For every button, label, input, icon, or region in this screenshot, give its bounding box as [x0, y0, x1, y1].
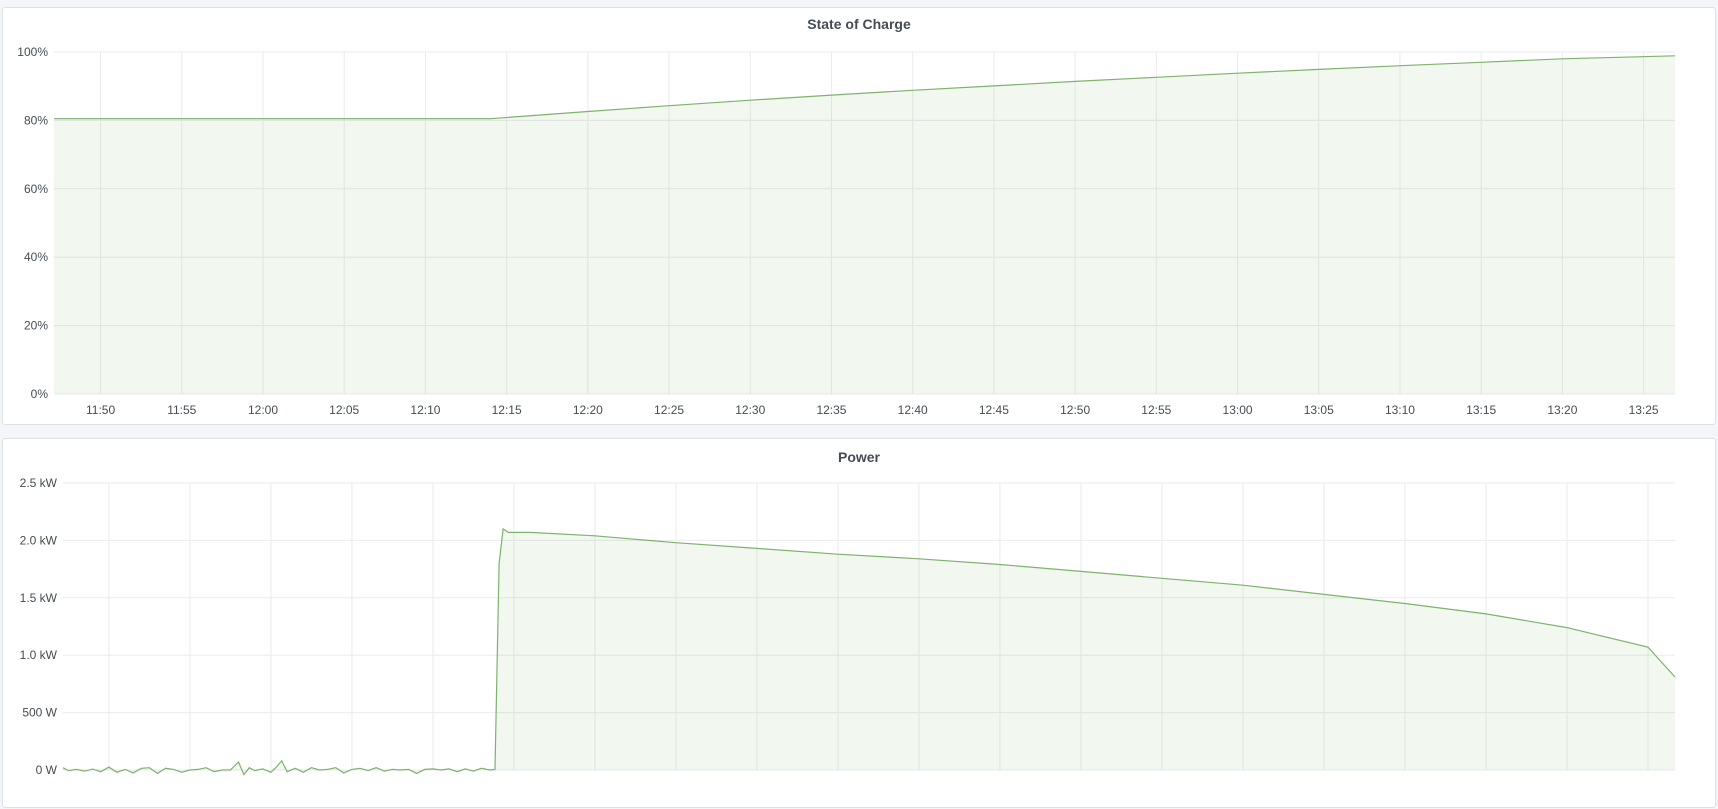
y-tick-label: 60% [24, 182, 48, 196]
x-tick-label: 12:00 [248, 403, 278, 417]
x-tick-label: 12:05 [329, 403, 359, 417]
x-tick-label: 13:25 [1629, 403, 1659, 417]
x-tick-label: 13:05 [1304, 403, 1334, 417]
x-tick-label: 12:45 [979, 403, 1009, 417]
series-line [62, 527, 1676, 776]
x-tick-label: 12:15 [492, 403, 522, 417]
y-tick-label: 1.0 kW [20, 648, 58, 662]
state-of-charge-chart[interactable]: 0% 20% 40% 60% 80% 100% 11:50 11:55 12:00 12:05 12… [3, 8, 1717, 426]
x-tick-label: 13:20 [1547, 403, 1577, 417]
state-of-charge-panel: State of Charge 0% 20% 40% 60% 80% 100% 11:50 1… [2, 7, 1716, 425]
y-tick-label: 40% [24, 250, 48, 264]
x-tick-label: 13:00 [1223, 403, 1253, 417]
y-tick-label: 1.5 kW [20, 591, 58, 605]
panel-title: Power [837, 449, 880, 465]
series-area [54, 55, 1675, 395]
power-chart[interactable]: 0 W 500 W 1.0 kW 1.5 kW 2.0 kW 2.5 kW [3, 439, 1717, 809]
x-tick-label: 13:15 [1466, 403, 1496, 417]
x-tick-label: 11:50 [86, 403, 115, 417]
power-panel: Power 0 W 500 W 1.0 kW 1.5 kW 2.0 kW 2.5 kW [2, 438, 1716, 808]
x-tick-label: 11:55 [167, 403, 196, 417]
x-tick-label: 12:30 [735, 403, 765, 417]
y-tick-label: 2.0 kW [20, 533, 58, 547]
x-tick-label: 12:55 [1141, 403, 1171, 417]
y-tick-label: 100% [17, 45, 48, 59]
y-tick-label: 0% [31, 387, 49, 401]
x-tick-label: 12:25 [654, 403, 684, 417]
x-tick-label: 13:10 [1385, 403, 1415, 417]
x-tick-label: 12:40 [898, 403, 928, 417]
x-tick-label: 12:35 [816, 403, 846, 417]
series-line [54, 55, 1676, 120]
x-tick-label: 12:50 [1060, 403, 1090, 417]
panel-title: State of Charge [807, 16, 911, 32]
y-tick-label: 500 W [22, 706, 57, 720]
x-tick-label: 12:10 [410, 403, 440, 417]
x-tick-label: 12:20 [573, 403, 603, 417]
y-tick-label: 0 W [36, 763, 58, 777]
y-tick-label: 20% [24, 319, 48, 333]
y-tick-label: 2.5 kW [20, 476, 58, 490]
y-tick-label: 80% [24, 113, 48, 127]
series-area [63, 528, 1675, 775]
